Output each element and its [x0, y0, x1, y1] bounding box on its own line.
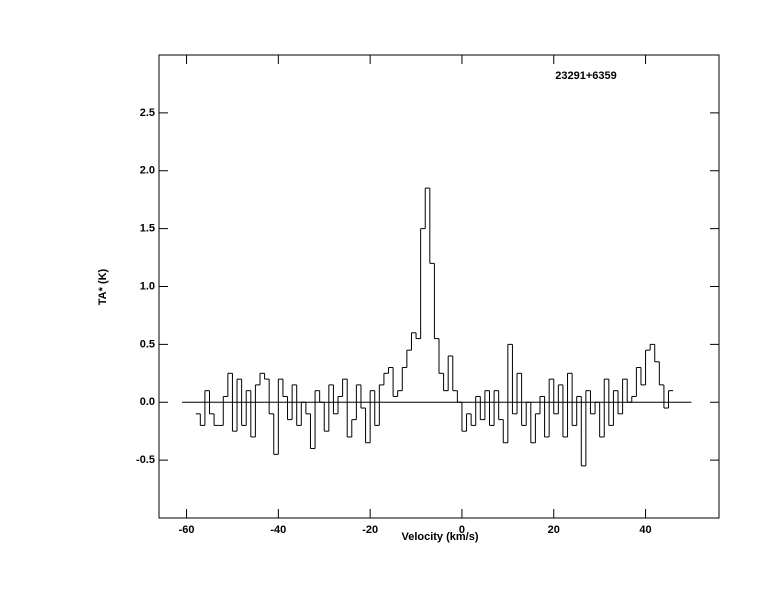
y-tick-label: 2.5	[140, 107, 155, 119]
x-tick-label: 20	[548, 524, 560, 536]
y-tick-label: 0.0	[140, 396, 155, 408]
y-tick-label: 1.0	[140, 280, 155, 292]
annotation: 23291+6359	[555, 70, 616, 82]
y-tick-label: -0.5	[136, 454, 155, 466]
x-tick-label: 40	[639, 524, 651, 536]
x-tick-label: -40	[270, 524, 286, 536]
x-axis-label: Velocity (km/s)	[401, 531, 478, 543]
y-tick-label: 2.0	[140, 165, 155, 177]
y-tick-label: 0.5	[140, 338, 155, 350]
x-tick-label: -20	[362, 524, 378, 536]
x-tick-label: 0	[459, 524, 465, 536]
y-axis-label: TA* (K)	[97, 268, 109, 305]
plot-frame	[158, 54, 720, 519]
y-tick-label: 1.5	[140, 223, 155, 235]
x-tick-label: -60	[179, 524, 195, 536]
